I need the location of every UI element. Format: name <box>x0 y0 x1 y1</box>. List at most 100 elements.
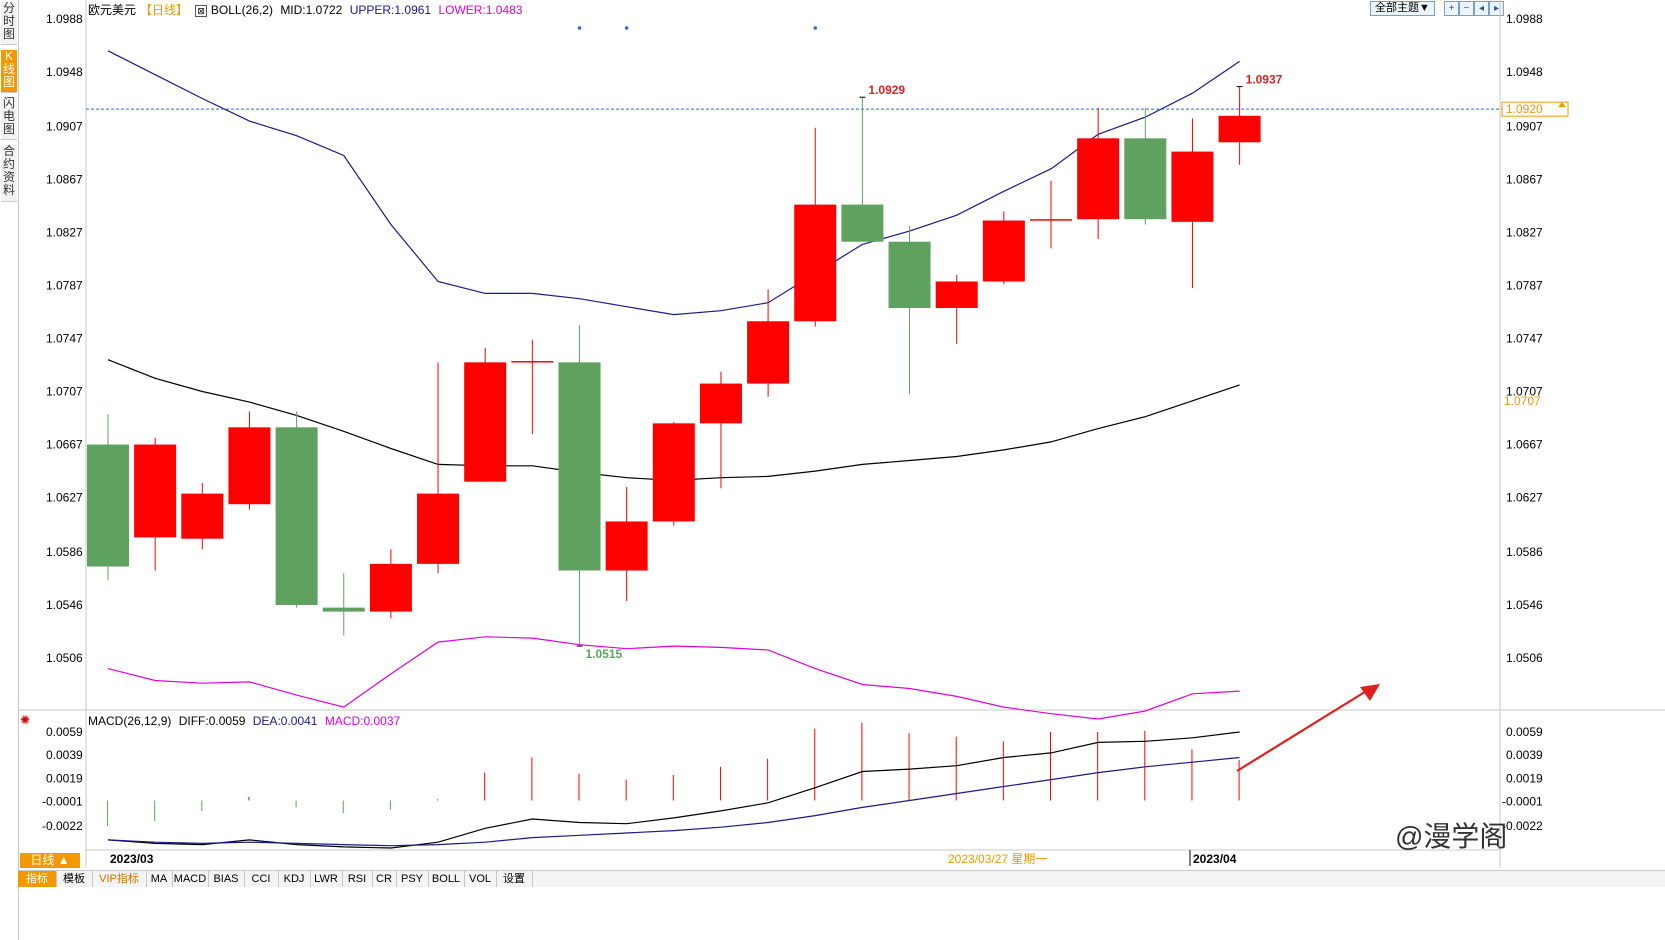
indicator-icon[interactable]: ⊠ <box>195 5 207 17</box>
price-tick-left: 1.0667 <box>46 438 83 452</box>
boll-label: BOLL(26,2) <box>210 3 273 17</box>
tab-timeshare-chart[interactable]: 分时图 <box>1 2 17 45</box>
bottom-tab-0[interactable]: 指标 <box>18 871 57 887</box>
candle-body <box>417 493 460 564</box>
price-tick-right: 1.0707 <box>1506 385 1543 399</box>
price-tick-left: 1.0907 <box>46 119 83 133</box>
macd-tick-left: -0.0022 <box>42 819 83 833</box>
bottom-tab-1[interactable]: 模板 <box>56 871 93 887</box>
candle-body <box>1124 138 1167 220</box>
theme-select-button[interactable]: 全部主题▼ <box>1370 1 1435 16</box>
period-label: 【日线】 <box>140 3 189 17</box>
candle-body <box>935 281 978 309</box>
candle-body <box>699 383 742 424</box>
candle-body <box>1077 138 1120 220</box>
candle-body <box>652 423 695 522</box>
macd-macd-value: MACD:0.0037 <box>324 714 401 728</box>
price-tick-right: 1.0586 <box>1506 545 1543 559</box>
price-tick-right: 1.0867 <box>1506 172 1543 186</box>
event-marker-dot <box>624 26 629 30</box>
period-select-button[interactable]: 日线 ▲ <box>20 853 80 868</box>
bottom-tab-13[interactable]: VOL <box>464 871 497 887</box>
watermark: @漫学阁 <box>1395 821 1508 852</box>
bottom-tab-5[interactable]: BIAS <box>208 871 245 887</box>
price-tick-left: 1.0867 <box>46 172 83 186</box>
bottom-tab-14[interactable]: 设置 <box>496 871 533 887</box>
price-tick-right: 1.0787 <box>1506 278 1543 292</box>
bottom-tab-3[interactable]: MA <box>146 871 173 887</box>
candle-body <box>747 321 790 384</box>
macd-tick-right: -0.0022 <box>1502 819 1543 833</box>
candle-body <box>558 362 601 571</box>
candle-body <box>464 362 507 482</box>
candle-body <box>982 220 1025 282</box>
extreme-price-label: 1.0515 <box>586 647 623 661</box>
bottom-tab-10[interactable]: CR <box>372 871 397 887</box>
tab-contract-info[interactable]: 合约资料 <box>1 145 17 202</box>
price-tick-left: 1.0546 <box>46 598 83 612</box>
price-tick-left: 1.0586 <box>46 545 83 559</box>
price-tick-left: 1.0747 <box>46 332 83 346</box>
macd-tick-left: -0.0001 <box>42 795 83 809</box>
extreme-price-label: 1.0937 <box>1246 73 1283 87</box>
current-price-box <box>1501 101 1569 117</box>
macd-tick-left: 0.0039 <box>46 748 83 762</box>
red-arrow-shaft <box>1236 689 1369 772</box>
candle-body <box>134 444 177 538</box>
candle-body <box>275 427 318 605</box>
macd-tick-right: 0.0039 <box>1506 748 1543 762</box>
price-tick-right: 1.0546 <box>1506 598 1543 612</box>
indicator-tab-bar: 指标 模板 VIP指标 MA MACD BIAS CCI KDJ LWR RSI CR PSY BOLL… <box>18 870 1665 887</box>
tab-kline-chart[interactable]: K线图 <box>1 50 17 93</box>
current-price-label: 1.0920 <box>1506 102 1543 116</box>
left-sidebar: 分时图 K线图 闪电图 合约资料 <box>0 0 19 940</box>
bottom-tab-9[interactable]: RSI <box>342 871 373 887</box>
macd-tick-left: 0.0059 <box>46 725 83 739</box>
macd-dea-line <box>107 756 1240 847</box>
price-tick-right: 1.0627 <box>1506 491 1543 505</box>
price-tick-left: 1.0707 <box>46 385 83 399</box>
date-start-label: 2023/03 <box>110 852 154 866</box>
date-cursor-label: 2023/03/27 星期一 <box>948 852 1047 866</box>
tab-flash-chart[interactable]: 闪电图 <box>1 97 17 140</box>
macd-tick-right: -0.0001 <box>1502 795 1543 809</box>
bottom-tab-2[interactable]: VIP指标 <box>92 871 147 887</box>
settings-gear-icon[interactable]: ✺ <box>20 713 31 727</box>
candle-body <box>605 521 648 571</box>
price-tick-right: 1.0907 <box>1506 119 1543 133</box>
bottom-tab-6[interactable]: CCI <box>244 871 279 887</box>
macd-tick-right: 0.0019 <box>1506 771 1543 785</box>
zoom-out-icon[interactable]: − <box>1459 1 1474 16</box>
zoom-in-icon[interactable]: + <box>1444 1 1459 16</box>
boll-lower-value: LOWER:1.0483 <box>438 3 523 17</box>
price-tick-left: 1.0787 <box>46 278 83 292</box>
bottom-tab-12[interactable]: BOLL <box>428 871 465 887</box>
event-marker-dot <box>577 26 582 30</box>
scroll-left-icon[interactable]: ◂ <box>1474 1 1489 16</box>
bottom-tab-7[interactable]: KDJ <box>278 871 311 887</box>
boll-mid-value: MID:1.0722 <box>280 3 343 17</box>
bottom-tab-4[interactable]: MACD <box>172 871 209 887</box>
symbol-name: 欧元美元 <box>88 3 137 17</box>
candle-body <box>369 563 412 612</box>
boll-lower-line <box>107 636 1240 720</box>
candle-body <box>87 444 129 567</box>
price-tick-left: 1.0827 <box>46 225 83 239</box>
candle-body <box>841 204 884 242</box>
price-up-arrow-icon <box>1558 102 1566 108</box>
macd-diff-value: DIFF:0.0059 <box>178 714 246 728</box>
chart-header: 欧元美元 【日线】 ⊠ BOLL(26,2) MID:1.0722 UPPER:1.… <box>88 1 526 17</box>
candle-body <box>1218 115 1261 143</box>
bottom-tab-8[interactable]: LWR <box>310 871 343 887</box>
mid-price-marker: 1.0707 <box>1504 394 1541 408</box>
bottom-tab-11[interactable]: PSY <box>396 871 429 887</box>
event-marker-dot <box>813 26 818 30</box>
red-arrow-head-icon <box>1360 684 1380 701</box>
macd-dea-value: DEA:0.0041 <box>252 714 318 728</box>
candle-body <box>888 241 931 309</box>
candlestick-series <box>87 86 1261 647</box>
candle-body <box>1171 151 1214 222</box>
price-tick-left: 1.0948 <box>46 65 83 79</box>
boll-upper-value: UPPER:1.0961 <box>349 3 432 17</box>
